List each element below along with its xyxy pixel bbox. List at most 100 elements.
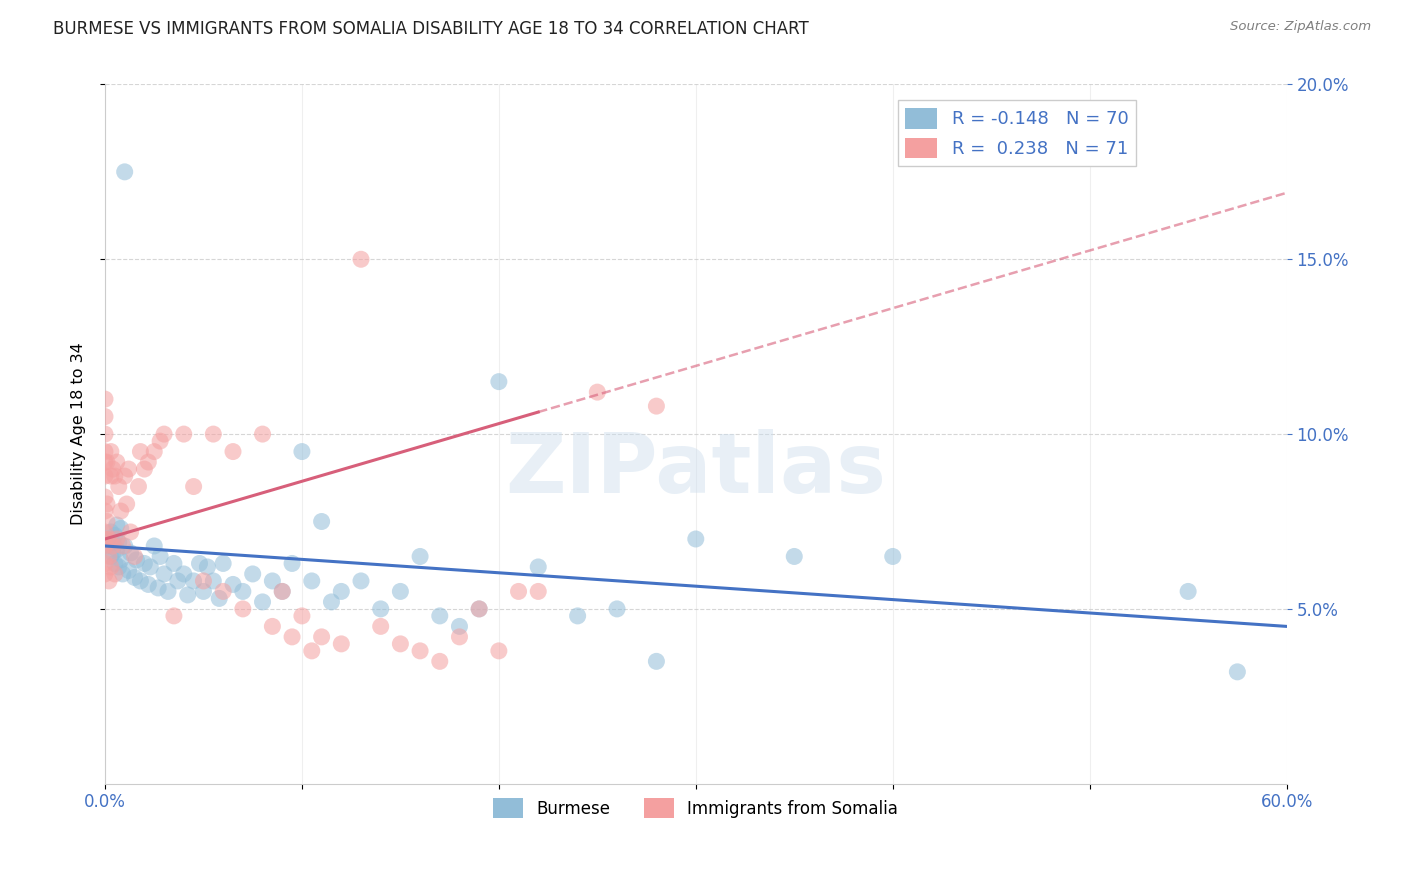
Point xyxy=(281,557,304,571)
Point xyxy=(645,654,668,668)
Point xyxy=(311,515,333,529)
Point xyxy=(166,574,188,588)
Point xyxy=(232,602,254,616)
Point xyxy=(136,455,159,469)
Text: ZIPatlas: ZIPatlas xyxy=(505,428,886,509)
Point xyxy=(311,630,333,644)
Point xyxy=(156,584,179,599)
Point xyxy=(153,566,176,581)
Point xyxy=(114,469,136,483)
Point xyxy=(163,557,186,571)
Point xyxy=(101,539,124,553)
Point xyxy=(1177,584,1199,599)
Point xyxy=(100,560,122,574)
Point xyxy=(586,385,609,400)
Point xyxy=(222,577,245,591)
Point xyxy=(232,584,254,599)
Point xyxy=(124,570,146,584)
Point xyxy=(321,595,343,609)
Point xyxy=(97,549,120,564)
Text: Source: ZipAtlas.com: Source: ZipAtlas.com xyxy=(1230,20,1371,33)
Point xyxy=(97,532,120,546)
Point xyxy=(94,392,117,406)
Point xyxy=(281,630,304,644)
Point xyxy=(129,574,152,588)
Point xyxy=(212,584,235,599)
Point xyxy=(183,574,205,588)
Point xyxy=(105,518,128,533)
Point xyxy=(107,560,129,574)
Point xyxy=(105,532,128,546)
Point xyxy=(252,595,274,609)
Point xyxy=(606,602,628,616)
Point xyxy=(330,584,353,599)
Point xyxy=(508,584,530,599)
Point xyxy=(449,630,471,644)
Point xyxy=(115,497,138,511)
Point xyxy=(163,608,186,623)
Point xyxy=(124,549,146,564)
Legend: Burmese, Immigrants from Somalia: Burmese, Immigrants from Somalia xyxy=(486,792,905,824)
Point xyxy=(104,469,127,483)
Point xyxy=(429,654,451,668)
Point xyxy=(94,455,117,469)
Point xyxy=(96,532,118,546)
Point xyxy=(645,399,668,413)
Point xyxy=(107,479,129,493)
Point xyxy=(527,584,550,599)
Point xyxy=(97,539,120,553)
Point xyxy=(101,546,124,560)
Point xyxy=(94,504,117,518)
Point xyxy=(100,524,122,539)
Point xyxy=(100,469,122,483)
Point xyxy=(468,602,491,616)
Point xyxy=(173,427,195,442)
Point xyxy=(409,549,432,564)
Point xyxy=(94,539,117,553)
Point xyxy=(94,469,117,483)
Point xyxy=(104,557,127,571)
Point xyxy=(330,637,353,651)
Point xyxy=(252,427,274,442)
Point xyxy=(188,557,211,571)
Point xyxy=(262,574,284,588)
Point xyxy=(117,564,139,578)
Y-axis label: Disability Age 18 to 34: Disability Age 18 to 34 xyxy=(72,343,86,525)
Point xyxy=(94,427,117,442)
Point xyxy=(783,549,806,564)
Point xyxy=(127,479,149,493)
Point xyxy=(449,619,471,633)
Point xyxy=(242,566,264,581)
Point xyxy=(1226,665,1249,679)
Point xyxy=(114,539,136,553)
Point xyxy=(212,557,235,571)
Point xyxy=(96,455,118,469)
Point xyxy=(271,584,294,599)
Point xyxy=(567,608,589,623)
Point xyxy=(143,539,166,553)
Point xyxy=(389,637,412,651)
Point xyxy=(301,644,323,658)
Point xyxy=(202,574,225,588)
Point xyxy=(527,560,550,574)
Point xyxy=(94,566,117,581)
Point xyxy=(429,608,451,623)
Point xyxy=(350,574,373,588)
Point xyxy=(177,588,200,602)
Point xyxy=(193,584,215,599)
Point xyxy=(208,591,231,606)
Point xyxy=(100,549,122,564)
Point xyxy=(149,549,172,564)
Point xyxy=(291,608,314,623)
Point xyxy=(114,165,136,179)
Point xyxy=(291,444,314,458)
Point xyxy=(110,504,132,518)
Point xyxy=(104,528,127,542)
Point xyxy=(120,524,142,539)
Point xyxy=(488,644,510,658)
Point xyxy=(193,574,215,588)
Point xyxy=(262,619,284,633)
Point xyxy=(370,619,392,633)
Point xyxy=(370,602,392,616)
Point xyxy=(468,602,491,616)
